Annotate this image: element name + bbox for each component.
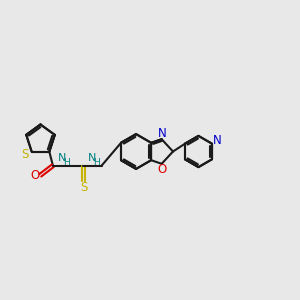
Text: H: H <box>63 158 70 167</box>
Text: H: H <box>93 158 100 167</box>
Text: N: N <box>213 134 222 147</box>
Text: O: O <box>30 169 40 182</box>
Text: O: O <box>158 163 167 176</box>
Text: N: N <box>158 127 167 140</box>
Text: S: S <box>21 148 29 160</box>
Text: N: N <box>58 154 66 164</box>
Text: S: S <box>80 181 87 194</box>
Text: N: N <box>88 154 97 164</box>
